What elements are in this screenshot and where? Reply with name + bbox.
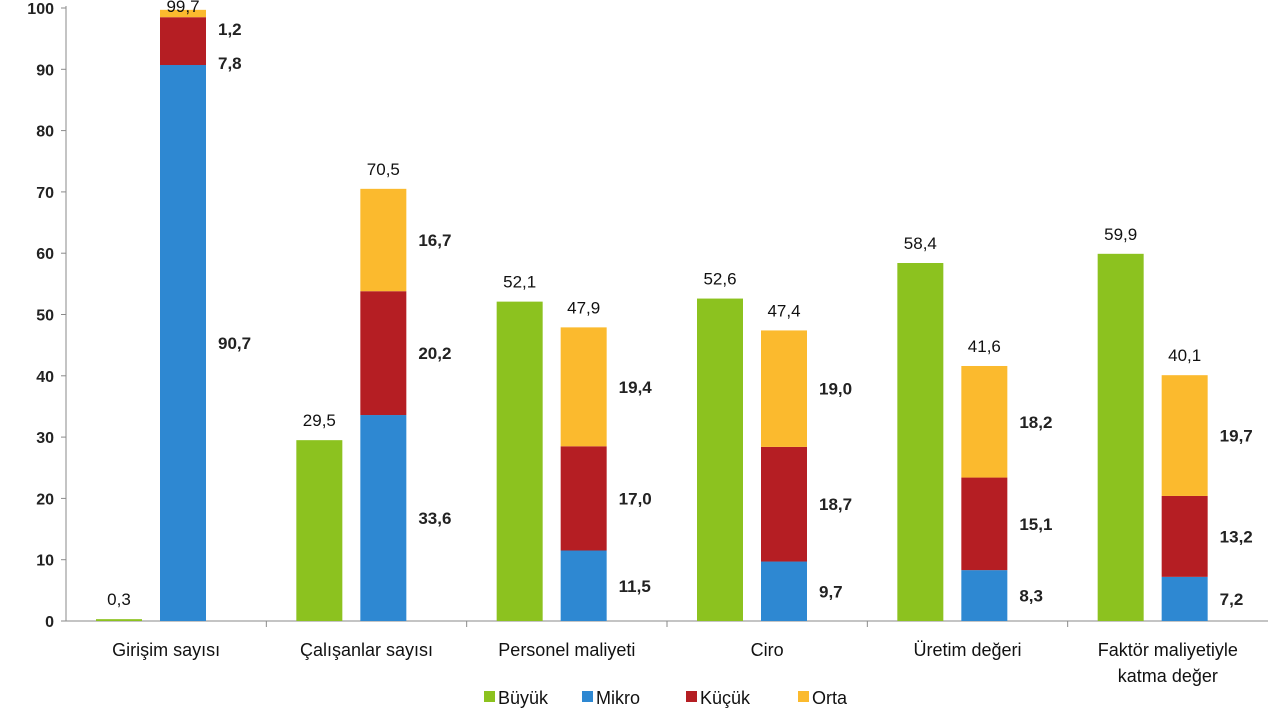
legend-swatch-mikro — [582, 691, 593, 702]
y-tick-label: 100 — [27, 1, 54, 18]
data-label-orta: 19,0 — [819, 380, 852, 399]
bar-mikro — [360, 415, 407, 621]
data-label-stack-total: 70,5 — [367, 160, 400, 179]
y-tick-label: 60 — [36, 246, 54, 263]
data-label-mikro: 90,7 — [218, 334, 251, 353]
y-tick-label: 10 — [36, 553, 54, 570]
legend-label-orta: Orta — [812, 688, 848, 708]
bar-orta — [761, 330, 807, 447]
bar-buyuk — [897, 263, 944, 621]
data-label-kucuk: 13,2 — [1220, 527, 1253, 546]
axis-layer: 0 10 20 30 40 50 60 70 80 90 100 — [27, 1, 1268, 631]
bar-orta — [961, 365, 1008, 478]
data-label-mikro: 8,3 — [1019, 587, 1043, 606]
data-label-orta: 19,4 — [619, 378, 653, 397]
data-label-buyuk: 59,9 — [1104, 225, 1137, 244]
data-label-orta: 18,2 — [1019, 413, 1052, 432]
x-category-label: Faktör maliyetiyle — [1098, 640, 1238, 660]
y-tick-label: 70 — [36, 185, 54, 202]
data-label-orta: 16,7 — [418, 231, 451, 250]
data-label-kucuk: 18,7 — [819, 495, 852, 514]
data-label-kucuk: 15,1 — [1019, 515, 1052, 534]
legend-label-mikro: Mikro — [596, 688, 640, 708]
legend-label-buyuk: Büyük — [498, 688, 549, 708]
data-label-stack-total: 47,4 — [767, 301, 800, 320]
x-category-label: Personel maliyeti — [498, 640, 635, 660]
bar-orta — [360, 188, 407, 292]
data-label-mikro: 11,5 — [619, 577, 651, 596]
bar-mikro — [761, 561, 807, 621]
bar-kucuk — [160, 17, 206, 66]
legend-swatch-kucuk — [686, 691, 697, 702]
data-label-stack-total: 99,7 — [166, 0, 199, 16]
data-label-buyuk: 29,5 — [303, 411, 336, 430]
data-label-stack-total: 40,1 — [1168, 346, 1201, 365]
bar-mikro — [160, 65, 206, 621]
bar-orta — [560, 327, 607, 447]
bar-mikro — [1161, 576, 1208, 621]
data-label-stack-total: 47,9 — [567, 298, 600, 317]
x-category-label: Girişim sayısı — [112, 640, 220, 660]
data-label-buyuk: 0,3 — [107, 590, 131, 609]
bar-kucuk — [560, 446, 607, 551]
data-label-buyuk: 52,6 — [703, 270, 736, 289]
x-category-label: katma değer — [1118, 666, 1218, 686]
y-tick-label: 0 — [45, 614, 54, 631]
bar-buyuk — [1097, 253, 1144, 622]
bar-layer — [96, 9, 1208, 622]
data-label-buyuk: 58,4 — [904, 234, 937, 253]
data-label-orta: 19,7 — [1220, 427, 1253, 446]
bar-buyuk — [296, 440, 343, 621]
label-layer: 0,3 90,7 7,8 1,2 99,7 Girişim sayısı 29,5 33,6 2… — [107, 0, 1253, 686]
data-label-orta: 1,2 — [218, 20, 242, 39]
legend-swatch-orta — [798, 691, 809, 702]
legend-swatch-buyuk — [484, 691, 495, 702]
bar-orta — [1161, 375, 1208, 496]
bar-mikro — [961, 570, 1008, 621]
bar-orta — [160, 9, 206, 18]
legend: Büyük Mikro Küçük Orta — [484, 688, 848, 708]
y-tick-label: 40 — [36, 369, 54, 386]
legend-label-kucuk: Küçük — [700, 688, 751, 708]
data-label-kucuk: 20,2 — [418, 344, 451, 363]
bar-buyuk — [496, 301, 543, 621]
bar-kucuk — [360, 291, 407, 416]
bar-kucuk — [1161, 495, 1208, 577]
data-label-kucuk: 7,8 — [218, 54, 242, 73]
y-tick-label: 20 — [36, 491, 54, 508]
y-tick-label: 80 — [36, 124, 54, 141]
data-label-buyuk: 52,1 — [503, 273, 536, 292]
bar-kucuk — [761, 446, 807, 562]
data-label-mikro: 9,7 — [819, 582, 843, 601]
x-category-label: Üretim değeri — [913, 640, 1021, 660]
data-label-mikro: 7,2 — [1220, 590, 1244, 609]
data-label-mikro: 33,6 — [418, 509, 451, 528]
bar-buyuk — [96, 619, 142, 621]
y-tick-label: 30 — [36, 430, 54, 447]
y-tick-label: 90 — [36, 62, 54, 79]
bar-kucuk — [961, 477, 1008, 571]
y-tick-label: 50 — [36, 308, 54, 325]
bar-buyuk — [697, 298, 743, 621]
x-category-label: Çalışanlar sayısı — [300, 640, 433, 660]
data-label-stack-total: 41,6 — [968, 337, 1001, 356]
bar-mikro — [560, 550, 607, 621]
data-label-kucuk: 17,0 — [619, 489, 652, 508]
x-category-label: Ciro — [751, 640, 784, 660]
